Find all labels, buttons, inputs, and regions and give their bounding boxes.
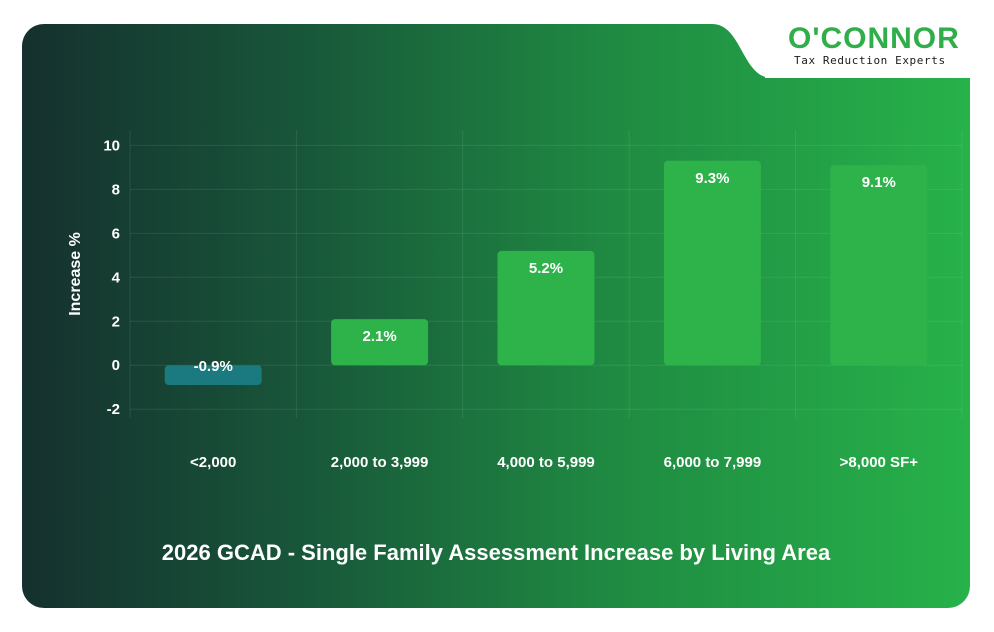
y-axis-label: Increase % [67, 232, 84, 316]
bar-value-label: 9.1% [862, 174, 896, 191]
chart-card [22, 24, 970, 608]
y-tick-label: 2 [112, 313, 120, 330]
chart-title: 2026 GCAD - Single Family Assessment Inc… [161, 540, 831, 565]
logo-wordmark: O'CONNOR [788, 22, 960, 55]
x-category-label: >8,000 SF+ [840, 454, 919, 471]
bar [164, 365, 262, 386]
bar [663, 160, 761, 366]
x-category-label: 4,000 to 5,999 [497, 454, 595, 471]
x-category-label: <2,000 [190, 454, 236, 471]
y-tick-label: 8 [112, 181, 120, 198]
y-tick-label: 0 [112, 357, 120, 374]
x-category-label: 2,000 to 3,999 [331, 454, 429, 471]
bars [164, 160, 928, 386]
logo-tagline: Tax Reduction Experts [794, 54, 946, 67]
y-tick-label: 6 [112, 225, 120, 242]
bar-value-label: 2.1% [362, 328, 396, 345]
y-tick-label: 4 [112, 269, 121, 286]
bar [497, 250, 595, 366]
brand-logo: O'CONNOR Tax Reduction Experts [788, 18, 973, 68]
y-tick-label: 10 [103, 137, 120, 154]
y-tick-label: -2 [107, 401, 120, 418]
bar-value-label: -0.9% [194, 358, 233, 375]
x-axis-categories: <2,000 2,000 to 3,999 4,000 to 5,999 6,000 … [190, 454, 918, 471]
y-axis-ticks: -2 0 2 4 6 8 10 [103, 137, 120, 418]
bar-value-label: 5.2% [529, 260, 563, 277]
grid-lines [129, 130, 963, 418]
logo-tab-curve [712, 24, 772, 78]
data-labels: -0.9% 2.1% 5.2% 9.3% 9.1% [194, 170, 896, 375]
bar-value-label: 9.3% [695, 170, 729, 187]
bar [830, 165, 928, 366]
logo-tab [765, 24, 975, 78]
bar [331, 319, 429, 366]
x-category-label: 6,000 to 7,999 [664, 454, 762, 471]
